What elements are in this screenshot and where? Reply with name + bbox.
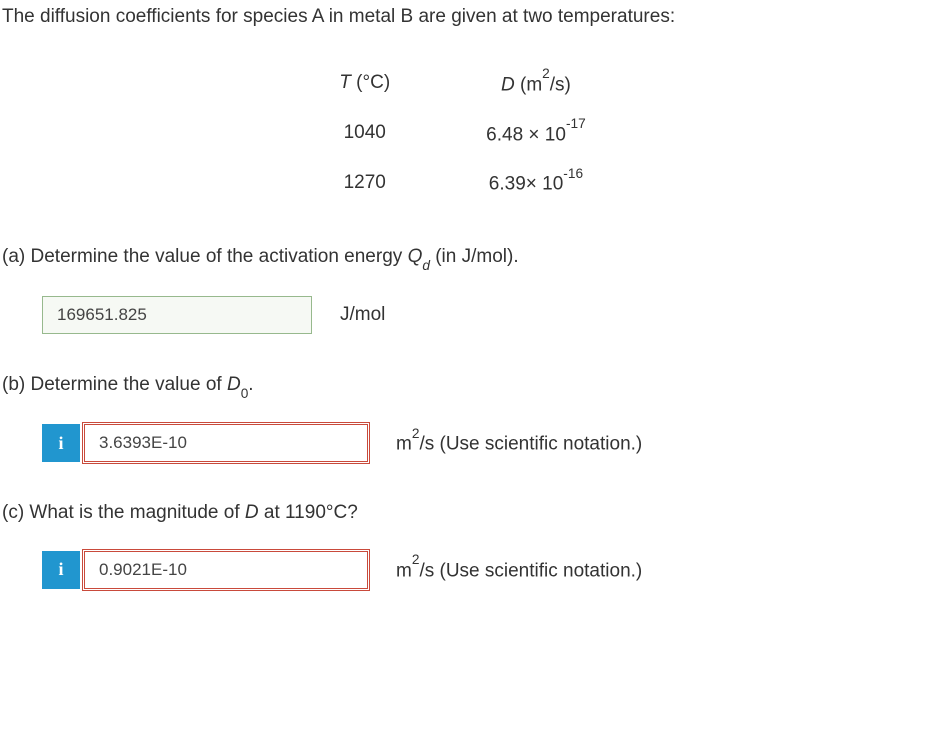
cell-t: 1270 — [291, 158, 438, 208]
col-header-t: T (°C) — [291, 59, 438, 109]
intro-text: The diffusion coefficients for species A… — [2, 4, 923, 31]
part-b-prompt: (b) Determine the value of D0. — [2, 372, 923, 400]
part-c-prompt: (c) What is the magnitude of D at 1190°C… — [2, 500, 923, 527]
info-icon[interactable]: i — [42, 424, 80, 462]
cell-t: 1040 — [291, 109, 438, 159]
cell-d: 6.39× 10-16 — [438, 158, 634, 208]
col-header-d: D (m2/s) — [438, 59, 634, 109]
cell-d: 6.48 × 10-17 — [438, 109, 634, 159]
info-icon[interactable]: i — [42, 551, 80, 589]
part-a-input[interactable]: 169651.825 — [42, 296, 312, 334]
part-b-input[interactable]: 3.6393E-10 — [84, 424, 368, 462]
table-row: 1040 6.48 × 10-17 — [291, 109, 633, 159]
table-row: 1270 6.39× 10-16 — [291, 158, 633, 208]
part-b-unit: m2/s (Use scientific notation.) — [396, 428, 642, 458]
data-table: T (°C) D (m2/s) 1040 6.48 × 10-17 1270 6… — [291, 59, 633, 209]
part-c-unit: m2/s (Use scientific notation.) — [396, 555, 642, 585]
part-a-unit: J/mol — [340, 302, 385, 329]
part-a-prompt: (a) Determine the value of the activatio… — [2, 244, 923, 272]
part-c-input[interactable]: 0.9021E-10 — [84, 551, 368, 589]
